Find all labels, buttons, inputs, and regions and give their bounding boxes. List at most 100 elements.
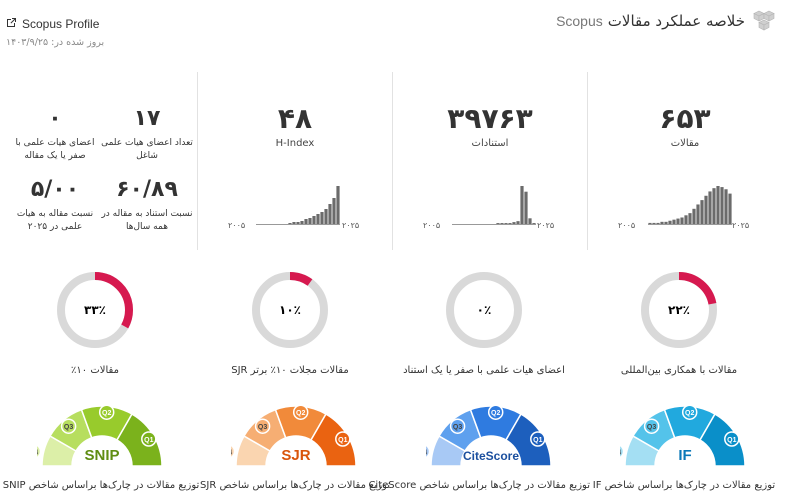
hindex-spark-bar — [328, 204, 332, 224]
sjr-top-label: مقالات مجلات ۱۰٪ برتر SJR — [231, 365, 349, 376]
snip-q1-segment — [115, 413, 163, 467]
citation-ratio-value: ۶۰/۸۹ — [116, 177, 178, 202]
hindex-spark-bar — [304, 219, 308, 224]
articles-spark-bar — [724, 189, 728, 224]
updated-date: بروز شده در: ۱۴۰۳/۹/۲۵ — [6, 37, 105, 48]
articles-spark-bar — [708, 191, 712, 224]
if-q2-badge — [681, 404, 698, 420]
articles-spark-bar — [680, 217, 684, 224]
hindex-label: H-Index — [275, 138, 315, 149]
sjr-donut-arc — [252, 272, 328, 348]
citescore-q1-label: Q1 — [533, 437, 542, 444]
intl-collab-donut: ۲۲٪ — [639, 270, 719, 350]
hindex-spark-bar — [312, 216, 316, 224]
articles-spark-bar — [656, 222, 660, 224]
snip-gauge-name: SNIP — [84, 447, 119, 464]
articles-spark-bar — [704, 195, 708, 224]
zero-citation-percent: ۰٪ — [477, 303, 492, 317]
faculty-zero-label: اعضای هیات علمی با صفر یا یک مقاله — [15, 138, 95, 161]
snip-q4-label: Q4 — [37, 449, 38, 456]
citations-spark-bar — [512, 222, 516, 224]
citescore-q3-badge — [449, 418, 466, 434]
faculty-count-value: ۱۷ — [133, 106, 161, 131]
sjr-top-donut: ۱۰٪ — [250, 270, 330, 350]
sjr-gauge-name: SJR — [281, 447, 310, 464]
articles-spark-bar — [720, 187, 724, 224]
page-title: خلاصه عملکرد مقالاتScopus — [556, 12, 745, 30]
sjr-q1-badge — [335, 431, 351, 447]
intl-collab-label: مقالات با همکاری بین‌المللی — [620, 365, 738, 376]
hindex-year-start: ۲۰۰۵ — [228, 221, 246, 230]
citations-spark-bar — [504, 223, 508, 224]
articles-spark-bar — [668, 220, 672, 224]
sjr-q1-label: Q1 — [338, 437, 347, 444]
hindex-spark-bar — [300, 221, 304, 224]
citations-sparkline — [452, 185, 536, 225]
if-q2-label: Q2 — [685, 410, 694, 417]
articles-spark-bar — [696, 204, 700, 224]
citations-spark-bar — [500, 223, 504, 224]
snip-q3-badge — [60, 418, 77, 434]
articles-spark-bar — [676, 218, 680, 224]
articles-spark-bar — [712, 188, 716, 224]
sjr-q2-badge — [292, 404, 309, 420]
column-divider — [197, 72, 198, 250]
scopus-profile-label: Scopus Profile — [22, 17, 100, 31]
snip-gauge-label: توزیع مقالات در چارک‌ها براساس شاخص SNIP — [2, 480, 200, 491]
articles-spark-bar — [716, 186, 720, 224]
hindex-spark-bar — [296, 222, 300, 224]
if-q1-badge — [724, 431, 740, 447]
sjr-q1-segment — [309, 413, 357, 467]
citations-spark-bar — [524, 191, 528, 224]
snip-q2-label: Q2 — [102, 410, 111, 417]
sjr-q4-label: Q4 — [231, 449, 232, 456]
articles-spark-bar — [728, 193, 732, 224]
citescore-q4-label: Q4 — [426, 449, 427, 456]
citations-spark-bar — [532, 223, 536, 224]
citescore-q2-label: Q2 — [491, 410, 500, 417]
hindex-spark-bar — [320, 212, 324, 224]
citation-ratio-label: نسبت استناد به مقاله در همه سال‌ها — [101, 209, 193, 232]
hindex-spark-bar — [292, 222, 296, 224]
articles-label: مقالات — [670, 138, 700, 149]
top10-percent: ۳۳٪ — [84, 303, 106, 317]
articles-year-end: ۲۰۲۵ — [732, 221, 750, 230]
citations-label: استنادات — [471, 138, 509, 149]
snip-quartile-gauge: Q1 Q2 Q3 Q4 SNIP — [25, 402, 167, 472]
citations-year-end: ۲۰۲۵ — [537, 221, 555, 230]
intl-collab-percent: ۲۲٪ — [668, 303, 690, 317]
if-q1-segment — [698, 413, 746, 467]
articles-spark-bar — [664, 221, 668, 224]
hindex-spark-bar — [288, 223, 292, 224]
scopus-profile-link[interactable]: Scopus Profile — [6, 17, 99, 31]
articles-year-start: ۲۰۰۵ — [618, 221, 636, 230]
article-ratio-value: ۵/۰۰ — [30, 177, 80, 202]
citations-year-start: ۲۰۰۵ — [423, 221, 441, 230]
hindex-spark-bar — [336, 186, 340, 224]
article-ratio-label: نسبت مقاله به هیات علمی در ۲۰۲۵ — [16, 209, 94, 232]
citescore-quartile-gauge: Q1 Q2 Q3 Q4 CiteScore — [414, 402, 556, 472]
citations-spark-bar — [528, 218, 532, 224]
if-q3-badge — [643, 418, 660, 434]
articles-spark-bar — [648, 222, 652, 224]
citations-spark-bar — [520, 186, 524, 224]
citescore-q1-segment — [504, 413, 552, 467]
citescore-q1-badge — [530, 431, 546, 447]
if-q4-label: Q4 — [620, 449, 621, 456]
hindex-sparkline — [256, 185, 340, 225]
sjr-q3-label: Q3 — [258, 424, 267, 431]
articles-spark-bar — [652, 222, 656, 224]
if-q3-label: Q3 — [647, 424, 656, 431]
articles-spark-bar — [688, 213, 692, 224]
citations-spark-bar — [516, 221, 520, 224]
sjr-quartile-gauge: Q1 Q2 Q3 Q4 SJR — [219, 402, 361, 472]
sjr-q2-label: Q2 — [296, 410, 305, 417]
articles-spark-bar — [672, 219, 676, 224]
if-quartile-gauge: Q1 Q2 Q3 Q4 IF — [608, 402, 750, 472]
citations-value: ۳۹۷۶۳ — [447, 102, 533, 135]
articles-value: ۶۵۳ — [659, 102, 711, 135]
zero-citation-donut: ۰٪ — [444, 270, 524, 350]
if-q1-label: Q1 — [727, 437, 736, 444]
hindex-spark-bar — [308, 218, 312, 224]
citescore-q2-badge — [487, 404, 504, 420]
